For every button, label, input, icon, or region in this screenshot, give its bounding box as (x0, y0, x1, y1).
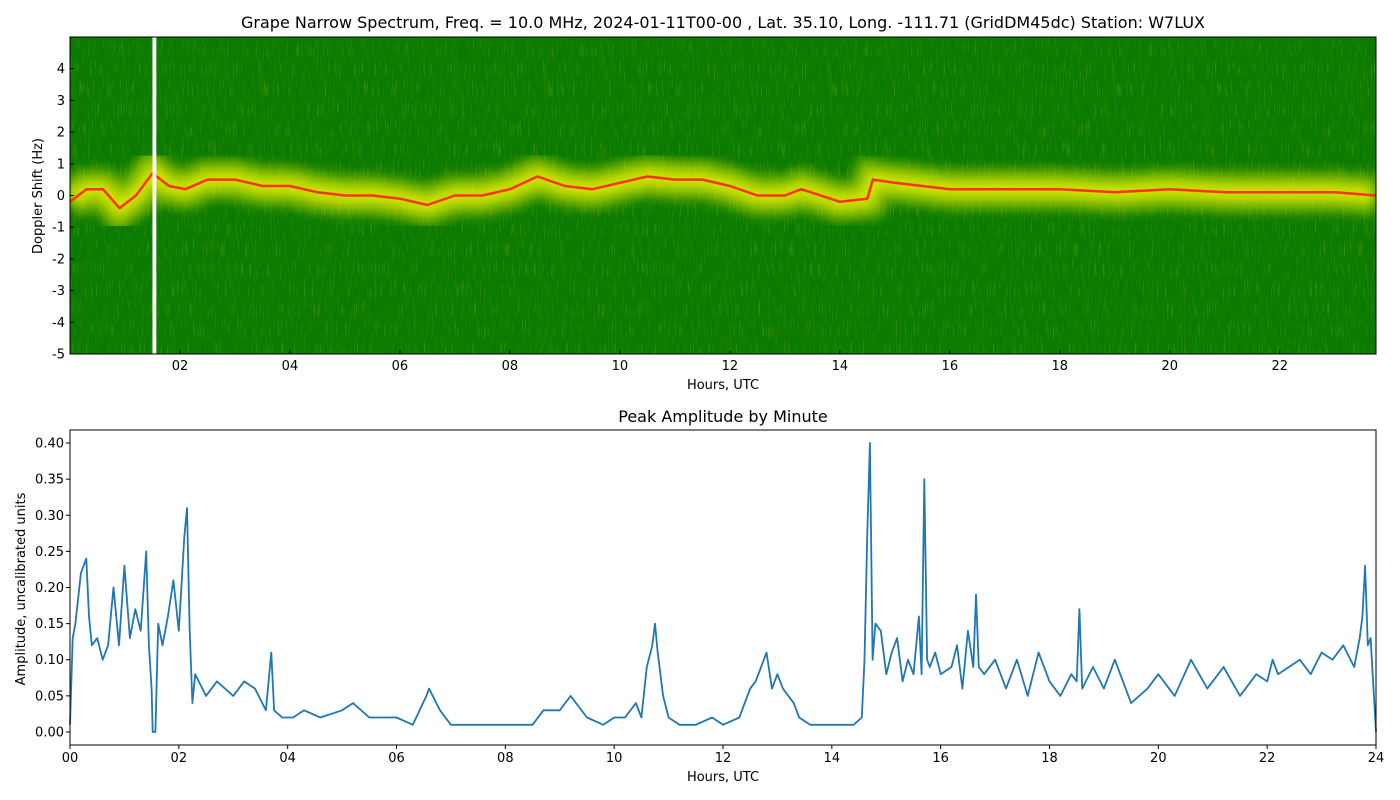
amplitude-x-tick-label: 00 (62, 751, 79, 766)
amplitude-x-tick-label: 06 (388, 751, 405, 766)
spectrogram-y-label: Doppler Shift (Hz) (31, 138, 46, 254)
spectrogram-y-tick-label: 0 (57, 189, 65, 204)
amplitude-y-ticks: 0.00 0.05 0.10 0.15 0.20 0.25 0.30 0.35 0.40 (35, 437, 70, 740)
amplitude-x-tick-label: 02 (171, 751, 188, 766)
amplitude-y-label: Amplitude, uncalibrated units (14, 492, 29, 685)
amplitude-x-tick-label: 16 (932, 751, 949, 766)
amplitude-plot-area (70, 430, 1376, 745)
amplitude-x-tick-label: 24 (1368, 751, 1385, 766)
spectrogram-y-tick-label: -4 (52, 316, 65, 331)
spectrogram-x-tick-label: 06 (392, 359, 409, 374)
amplitude-x-tick-label: 14 (824, 751, 841, 766)
spectrogram-x-tick-label: 12 (722, 359, 739, 374)
amplitude-y-tick-label: 0.15 (35, 617, 64, 632)
amplitude-x-tick-label: 12 (715, 751, 732, 766)
spectrogram-x-tick-label: 14 (832, 359, 849, 374)
amplitude-y-tick-label: 0.20 (35, 581, 64, 596)
spectrogram-y-ticks: -5 -4 -3 -2 -1 0 1 2 3 4 (52, 62, 74, 363)
amplitude-y-tick-label: 0.05 (35, 689, 64, 704)
amplitude-y-tick-label: 0.25 (35, 545, 64, 560)
spectrogram-y-tick-label: -2 (52, 252, 65, 267)
spectrogram-y-tick-label: 2 (57, 126, 65, 141)
amplitude-x-tick-label: 22 (1259, 751, 1276, 766)
amplitude-series-line (69, 442, 1377, 733)
spectrogram-title: Grape Narrow Spectrum, Freq. = 10.0 MHz,… (241, 13, 1205, 32)
spectrogram-x-tick-label: 08 (502, 359, 519, 374)
spectrogram-y-tick-label: 1 (57, 157, 65, 172)
amplitude-x-tick-label: 04 (279, 751, 296, 766)
spectrogram-panel: Grape Narrow Spectrum, Freq. = 10.0 MHz,… (31, 13, 1377, 393)
data-gap-bar (152, 37, 157, 354)
amplitude-x-tick-label: 10 (606, 751, 623, 766)
peak-doppler-trace (70, 172, 1376, 210)
spectrogram-x-tick-label: 04 (282, 359, 299, 374)
amplitude-x-ticks: 00 02 04 06 08 10 12 14 16 18 20 22 24 (62, 745, 1385, 766)
amplitude-x-tick-label: 20 (1150, 751, 1167, 766)
spectrogram-x-ticks: 02 04 06 08 10 12 14 16 18 20 22 (172, 350, 1288, 374)
spectrogram-x-tick-label: 20 (1162, 359, 1179, 374)
amplitude-y-tick-label: 0.40 (35, 437, 64, 452)
spectrogram-x-tick-label: 22 (1271, 359, 1288, 374)
peak-doppler-trace-group (70, 172, 1376, 210)
amplitude-title: Peak Amplitude by Minute (618, 407, 828, 426)
spectrogram-x-label: Hours, UTC (687, 378, 759, 393)
amplitude-y-tick-label: 0.30 (35, 509, 64, 524)
amplitude-y-tick-label: 0.35 (35, 473, 64, 488)
spectrogram-y-tick-label: -1 (52, 221, 65, 236)
spectrogram-y-tick-label: -3 (52, 284, 65, 299)
amplitude-y-tick-label: 0.00 (35, 725, 64, 740)
amplitude-x-label: Hours, UTC (687, 770, 759, 785)
spectrogram-y-tick-label: -5 (52, 348, 65, 363)
spectrogram-x-tick-label: 10 (612, 359, 629, 374)
spectrogram-x-tick-label: 18 (1052, 359, 1069, 374)
amplitude-x-tick-label: 18 (1041, 751, 1058, 766)
spectrogram-x-tick-label: 16 (942, 359, 959, 374)
spectrogram-y-tick-label: 4 (57, 62, 65, 77)
spectrogram-x-tick-label: 02 (172, 359, 189, 374)
amplitude-x-tick-label: 08 (497, 751, 514, 766)
amplitude-panel: Peak Amplitude by Minute 0.00 0.05 0.10 0.1… (14, 407, 1384, 785)
spectrogram-y-tick-label: 3 (57, 94, 65, 109)
amplitude-y-tick-label: 0.10 (35, 653, 64, 668)
